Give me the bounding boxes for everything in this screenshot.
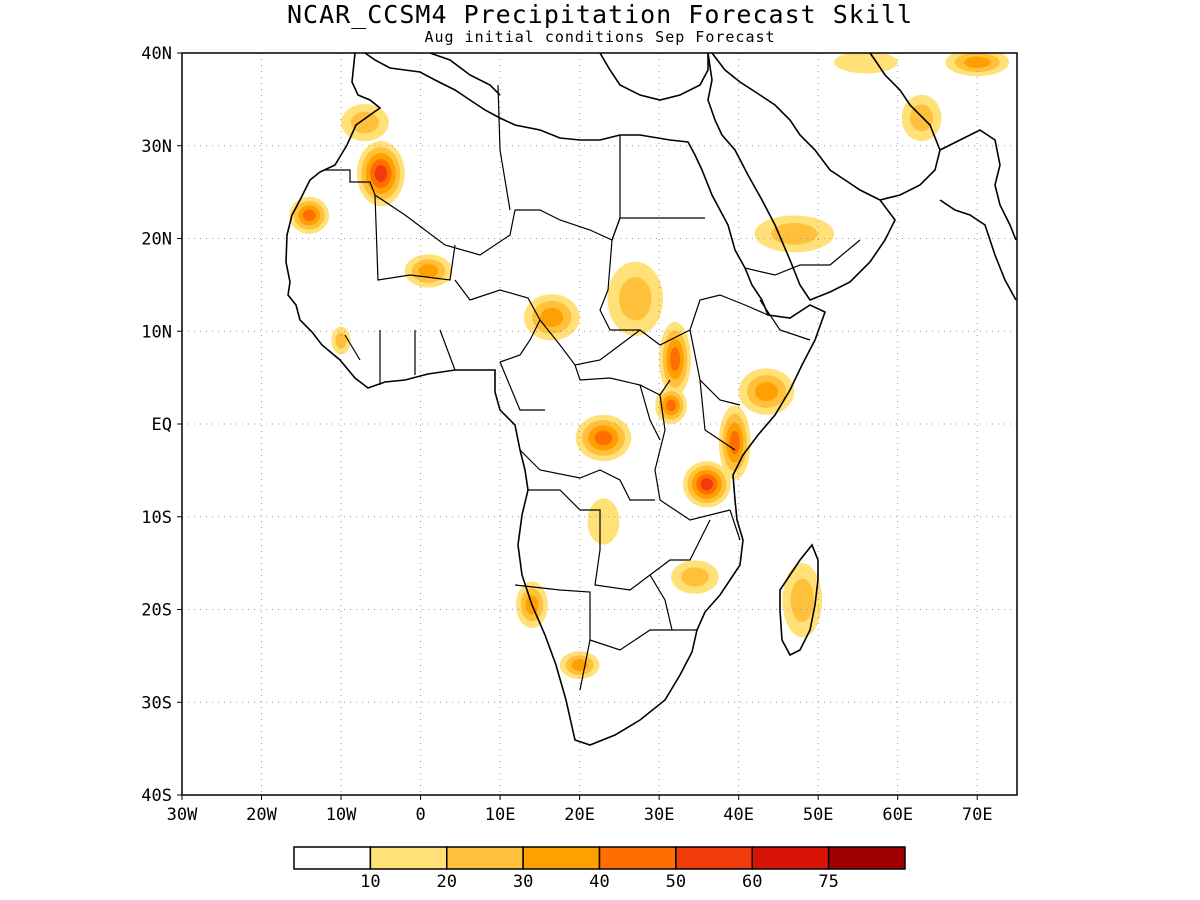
skill-region [404, 254, 453, 288]
y-tick-label: 40N [141, 44, 172, 64]
skill-contour [669, 347, 681, 371]
colorbar-label: 60 [742, 872, 762, 892]
colorbar-swatch [827, 846, 906, 870]
y-axis-ticks: 40N 30N 20N 10N EQ 10S 20S 30S 40S [141, 44, 182, 806]
y-tick-label: 20S [141, 601, 172, 621]
skill-contour [587, 498, 620, 545]
skill-region [356, 141, 405, 207]
skill-contour [418, 264, 439, 278]
x-tick-label: 40E [723, 805, 754, 825]
skill-shading-layer [289, 53, 1010, 680]
colorbar-label: 10 [360, 872, 380, 892]
x-tick-label: 10E [485, 805, 516, 825]
coastlines [285, 53, 1017, 746]
skill-contour [302, 209, 316, 222]
skill-region [738, 368, 795, 415]
colorbar-label: 50 [666, 872, 686, 892]
skill-region [718, 405, 751, 480]
colorbar-swatch [751, 846, 830, 870]
y-tick-label: 30S [141, 693, 172, 713]
skill-region [289, 196, 330, 234]
skill-region [655, 386, 687, 425]
x-tick-label: 0 [415, 805, 425, 825]
colorbar-swatch [446, 846, 524, 870]
skill-contour [374, 165, 387, 182]
x-tick-label: 20E [564, 805, 595, 825]
skill-region [945, 53, 1010, 77]
x-tick-label: 50E [803, 805, 834, 825]
x-tick-label: 70E [962, 805, 993, 825]
skill-region [834, 53, 898, 74]
skill-contour [700, 478, 714, 491]
map-title: NCAR_CCSM4 Precipitation Forecast Skill [287, 0, 913, 29]
colorbar-label: 40 [589, 872, 609, 892]
skill-contour [350, 111, 379, 134]
skill-contour [790, 578, 814, 622]
x-tick-label: 30E [644, 805, 675, 825]
colorbar-legend: 10 20 30 40 50 60 75 [293, 846, 906, 892]
skill-region [754, 215, 835, 253]
skill-region [683, 461, 731, 508]
y-tick-label: 20N [141, 230, 172, 250]
colorbar-label: 75 [818, 872, 838, 892]
y-tick-label: 30N [141, 137, 172, 157]
x-tick-label: 10W [326, 805, 357, 825]
skill-contour [771, 223, 818, 245]
map-subtitle: Aug initial conditions Sep Forecast [424, 28, 776, 46]
gridlines [182, 53, 1017, 795]
skill-contour [681, 567, 709, 587]
skill-contour [755, 381, 778, 402]
colorbar-swatch [293, 846, 372, 870]
skill-contour [834, 53, 898, 74]
skill-region [659, 321, 691, 397]
x-tick-label: 30W [167, 805, 198, 825]
y-tick-label: 40S [141, 786, 172, 806]
skill-region [575, 414, 632, 462]
x-tick-label: 60E [882, 805, 913, 825]
skill-region [671, 560, 719, 594]
y-tick-label: EQ [152, 415, 172, 435]
skill-contour [729, 430, 740, 455]
colorbar-swatch [598, 846, 677, 870]
colorbar-swatch [369, 846, 448, 870]
skill-region [331, 326, 351, 355]
skill-contour [594, 430, 613, 446]
skill-contour [619, 277, 652, 321]
skill-region [341, 104, 389, 142]
colorbar-label: 30 [513, 872, 533, 892]
skill-region [607, 261, 664, 336]
skill-contour [666, 399, 677, 412]
skill-region [587, 498, 620, 545]
country-borders [325, 84, 861, 691]
colorbar-swatch [675, 846, 753, 870]
skill-contour [964, 56, 991, 69]
colorbar-swatch [522, 846, 601, 870]
skill-contour [335, 332, 347, 349]
x-tick-label: 20W [246, 805, 277, 825]
skill-contour [540, 307, 564, 327]
skill-region [523, 294, 580, 341]
x-axis-ticks: 30W 20W 10W 0 10E 20E 30E 40E 50E 60E 70E [167, 795, 993, 825]
y-tick-label: 10N [141, 322, 172, 342]
colorbar-label: 20 [437, 872, 457, 892]
y-tick-label: 10S [141, 508, 172, 528]
